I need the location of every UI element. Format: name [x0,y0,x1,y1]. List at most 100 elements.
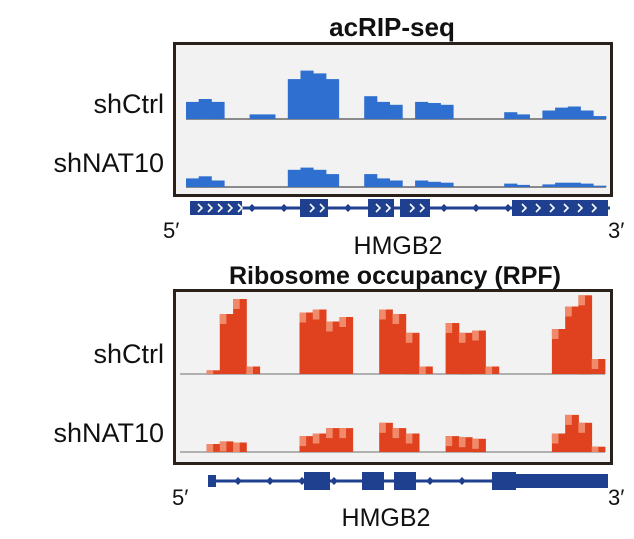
gene-marker [472,204,480,212]
coverage-bar-highlight [419,366,426,374]
acrip-row-label-shctrl: shCtrl [93,89,164,119]
coverage-bar-highlight [445,323,453,333]
coverage-bar [485,366,500,374]
acrip-gene-name: HMGB2 [353,232,443,260]
acrip-row-label-shnat10: shNAT10 [53,148,164,178]
gene-direction-arrow [419,203,426,213]
coverage-bar-highlight [551,329,559,339]
coverage-bar [591,446,606,452]
rpf-five-prime-label: 5′ [172,485,189,510]
coverage-bar [427,103,441,119]
gene-exon [208,475,216,487]
gene-direction-arrow [563,203,570,213]
coverage-bar-highlight [565,414,572,425]
gene-direction-arrow [197,203,204,213]
coverage-bar [211,101,225,119]
coverage-bar [392,314,407,374]
rpf-row-label-shnat10: shNAT10 [53,418,164,448]
coverage-bar [198,176,212,188]
gene-marker [266,477,274,485]
gene-direction-arrow [217,203,224,213]
coverage-bar [249,114,263,119]
gene-direction-arrow [227,203,234,213]
coverage-bar-highlight [326,428,333,439]
acrip-five-prime-label: 5′ [163,218,180,243]
coverage-bar [440,182,454,187]
coverage-bar [219,314,234,374]
coverage-bar-highlight [392,428,400,439]
coverage-bar [287,169,301,187]
coverage-bar [504,183,518,187]
coverage-bar [262,114,276,119]
coverage-bar [233,299,247,374]
coverage-bar [313,73,327,119]
coverage-bar [458,332,473,375]
gene-marker [586,477,594,485]
coverage-bar-highlight [485,366,493,374]
coverage-bar-highlight [299,436,307,447]
coverage-bar [389,104,403,120]
gene-marker [312,204,320,212]
gene-direction-arrow [385,203,392,213]
gene-marker [440,204,448,212]
coverage-bar-highlight [233,442,240,452]
gene-direction-arrow [309,203,316,213]
coverage-bar [379,309,393,374]
gene-marker [280,204,288,212]
coverage-bar [445,323,460,374]
coverage-bar [580,183,594,187]
gene-marker [298,477,306,485]
coverage-bar-highlight [578,422,585,433]
coverage-bar [555,182,569,187]
gene-direction-arrow [409,203,416,213]
coverage-bar [580,110,594,119]
coverage-bar [186,178,200,187]
coverage-bar [206,370,221,375]
rpf-row-label-shctrl: shCtrl [93,339,164,369]
coverage-bar [567,182,581,187]
coverage-bar-highlight [219,314,227,324]
gene-marker [568,204,576,212]
acrip-three-prime-label: 3′ [608,218,625,243]
coverage-bar-highlight [392,314,400,324]
coverage-bar-highlight [299,312,307,323]
coverage-bar [440,104,454,120]
coverage-bar [578,295,593,375]
coverage-bar [555,107,569,119]
coverage-bar [246,366,261,374]
gene-marker [330,477,338,485]
gene-marker [362,477,370,485]
gene-marker [394,477,402,485]
coverage-bar [593,116,607,119]
coverage-bar [472,330,486,374]
coverage-bar-highlight [472,330,479,341]
rpf-gene-name: HMGB2 [341,504,431,532]
coverage-bar-highlight [405,433,413,444]
coverage-bar [312,309,327,374]
gene-exon [362,472,384,490]
coverage-bar-highlight [379,422,386,433]
coverage-bar-highlight [312,309,320,320]
gene-exon [394,472,416,490]
coverage-bar [415,180,429,187]
gene-direction-arrow [207,203,214,213]
coverage-bar-highlight [339,317,346,327]
gene-marker [490,477,498,485]
coverage-bar [516,184,530,187]
acrip-gene-model [190,199,610,217]
gene-marker [458,477,466,485]
rpf-shnat10-coverage-track [180,414,606,453]
rpf-gene-model [208,472,608,490]
gene-marker [248,204,256,212]
coverage-bar [542,110,556,119]
coverage-bar-highlight [458,437,466,448]
coverage-bar [326,321,340,374]
coverage-bar [593,185,607,187]
coverage-bar [364,174,378,187]
coverage-bar-highlight [591,446,599,452]
coverage-bar-highlight [246,366,253,374]
coverage-bar-highlight [472,438,479,449]
coverage-bar [376,101,390,119]
coverage-bar [542,184,556,187]
coverage-bar [427,181,441,187]
